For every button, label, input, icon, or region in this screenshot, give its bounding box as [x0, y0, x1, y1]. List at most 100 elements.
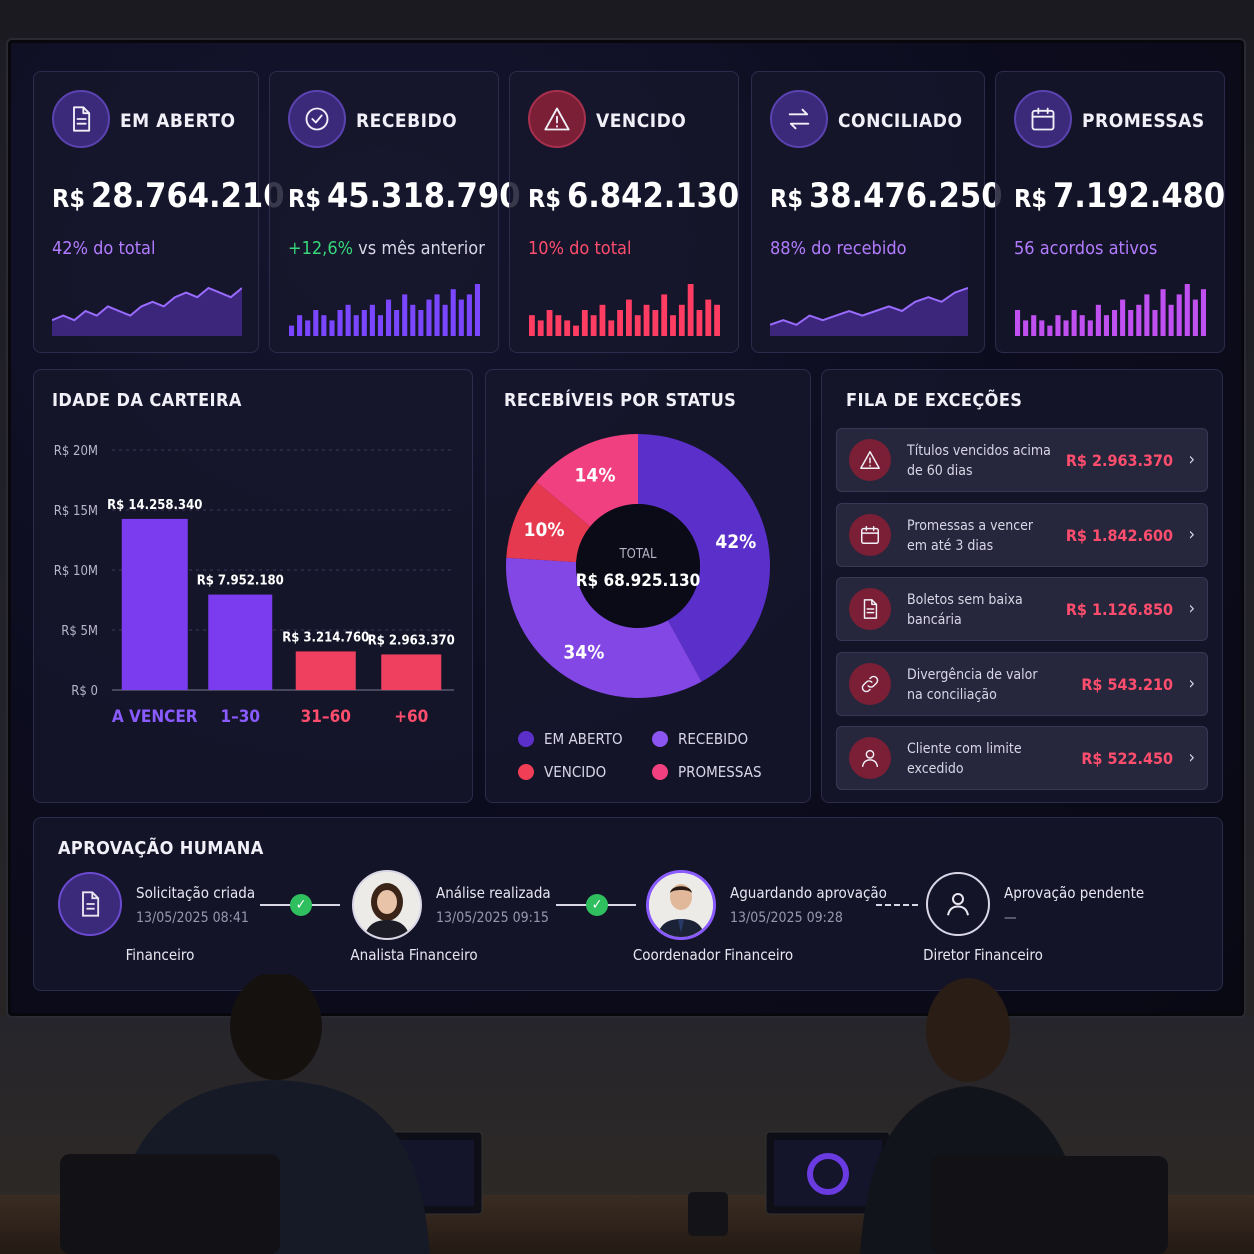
approval-panel: APROVAÇÃO HUMANA Solicitação criada 13/0…	[33, 817, 1223, 991]
dashboard-screen: EM ABERTO R$ 28.764.210 42% do total RECE…	[8, 40, 1244, 1016]
aging-bar[interactable]	[381, 654, 442, 690]
donut-slice[interactable]	[506, 481, 591, 563]
document-icon	[863, 599, 878, 619]
spark-bar	[1023, 320, 1029, 336]
spark-bar	[418, 310, 424, 336]
status-panel: RECEBÍVEIS POR STATUS 42% 34% 10% 14% TOTAL R…	[485, 369, 811, 803]
kpi-sparkline	[529, 284, 720, 336]
step-1-title: Solicitação criada	[136, 884, 256, 902]
spark-bar	[1063, 320, 1069, 336]
spark-bar	[581, 310, 588, 336]
spark-bar	[1015, 310, 1021, 336]
kpi-icon-circle	[288, 90, 346, 148]
kpi-sub-text: 56 acordos ativos	[1014, 238, 1158, 259]
kpi-card-em_aberto[interactable]: EM ABERTO R$ 28.764.210 42% do total	[33, 71, 285, 353]
kpi-label: PROMESSAS	[1082, 110, 1205, 132]
kpi-sparkline	[289, 284, 480, 336]
exception-amount: R$ 1.126.850	[1065, 600, 1173, 619]
exception-item[interactable]: Títulos vencidos acima de 60 dias R$ 2.9…	[836, 428, 1208, 492]
chevron-right-icon[interactable]: ›	[1188, 598, 1195, 619]
kpi-sub-text: 42% do total	[52, 238, 156, 259]
calendar-icon	[1031, 107, 1055, 131]
exception-item[interactable]: Boletos sem baixa bancária R$ 1.126.850 …	[836, 577, 1208, 641]
kpi-icon-circle	[1014, 90, 1072, 148]
legend-label: RECEBIDO	[678, 730, 749, 748]
kpi-sub-highlight: +12,6%	[288, 238, 354, 259]
user-icon	[861, 749, 879, 767]
check-icon: ✓	[586, 894, 608, 916]
spark-bar	[474, 284, 480, 336]
exception-item[interactable]: Promessas a vencer em até 3 dias R$ 1.84…	[836, 502, 1208, 567]
step-3-date: 13/05/2025 09:28	[730, 910, 843, 926]
spark-area	[770, 288, 968, 336]
legend-label: PROMESSAS	[678, 763, 762, 781]
kpi-card-vencido[interactable]: VENCIDO R$ 6.842.130 10% do total	[509, 71, 739, 353]
spark-area	[52, 288, 242, 336]
spark-bar	[297, 315, 303, 336]
chevron-right-icon[interactable]: ›	[1188, 449, 1195, 470]
exception-icon-circle	[849, 439, 891, 481]
legend-item: VENCIDO	[518, 763, 606, 781]
status-donut-chart: 42% 34% 10% 14% TOTAL R$ 68.925.130	[506, 434, 771, 698]
kpi-icon-circle	[770, 90, 828, 148]
warning-icon	[860, 451, 880, 469]
aging-bar[interactable]	[208, 594, 273, 690]
spark-bar	[555, 315, 562, 336]
check-circle-icon	[305, 107, 329, 131]
spark-bar	[1039, 320, 1045, 336]
spark-bar	[1112, 310, 1118, 336]
spark-bar	[537, 320, 544, 336]
step-1-date: 13/05/2025 08:41	[136, 910, 249, 926]
kpi-card-recebido[interactable]: RECEBIDO R$ 45.318.790 +12,6% vs mês ante…	[269, 71, 521, 353]
link-icon	[861, 675, 879, 692]
kpi-subtitle: +12,6% vs mês anterior	[288, 238, 485, 259]
spark-bar	[410, 304, 416, 336]
donut-slice[interactable]	[506, 557, 702, 698]
aging-panel: IDADE DA CARTEIRA R$ 0 R$ 5M R$ 10M R$ 15M R…	[33, 369, 473, 803]
donut-slice[interactable]	[638, 434, 771, 682]
legend-item: PROMESSAS	[652, 763, 762, 781]
kpi-card-conciliado[interactable]: CONCILIADO R$ 38.476.250 88% do recebido	[751, 71, 1003, 353]
donut-slice[interactable]	[536, 434, 638, 527]
legend-label: EM ABERTO	[544, 730, 623, 748]
spark-bar	[1120, 299, 1126, 336]
kpi-amount: 28.764.210	[90, 176, 285, 216]
warning-icon	[544, 107, 570, 131]
spark-bar	[394, 310, 400, 336]
spark-bar	[321, 315, 327, 336]
kpi-label: EM ABERTO	[120, 110, 236, 132]
connector-3	[876, 904, 918, 906]
kpi-icon-circle	[528, 90, 586, 148]
legend-item: RECEBIDO	[652, 730, 748, 748]
kpi-currency: R$	[770, 184, 803, 213]
swap-arrows-icon	[788, 108, 810, 130]
user-icon	[947, 893, 969, 916]
kpi-amount: 45.318.790	[326, 176, 521, 216]
spark-bar	[1047, 325, 1053, 336]
spark-bar	[705, 299, 712, 336]
exception-item[interactable]: Divergência de valor na conciliação R$ 5…	[836, 651, 1208, 716]
aging-bar[interactable]	[295, 651, 356, 690]
spark-bar	[1168, 304, 1174, 336]
spark-bar	[337, 310, 343, 336]
chevron-right-icon[interactable]: ›	[1188, 523, 1195, 545]
exception-icon-circle	[849, 737, 891, 779]
chevron-right-icon[interactable]: ›	[1188, 672, 1195, 694]
exception-text: Títulos vencidos acima de 60 dias	[907, 443, 1051, 479]
aging-title: IDADE DA CARTEIRA	[52, 390, 242, 411]
aging-bar[interactable]	[121, 518, 188, 690]
spark-bar	[1144, 294, 1150, 336]
kpi-label: RECEBIDO	[356, 110, 458, 132]
spark-bar	[1128, 310, 1134, 336]
spark-bar	[590, 315, 597, 336]
slice-percent-label: 34%	[563, 641, 604, 663]
exceptions-title: FILA DE EXCEÇÕES	[846, 390, 1023, 411]
kpi-card-promessas[interactable]: PROMESSAS R$ 7.192.480 56 acordos ativos	[995, 71, 1225, 353]
chevron-right-icon[interactable]: ›	[1188, 747, 1195, 768]
kpi-amount: 6.842.130	[566, 176, 740, 216]
analyst-avatar	[352, 870, 422, 940]
spark-line	[770, 287, 968, 326]
spark-bar	[289, 325, 295, 336]
kpi-subtitle: 10% do total	[528, 238, 631, 259]
exception-item[interactable]: Cliente com limite excedido R$ 522.450 ›	[836, 726, 1208, 790]
